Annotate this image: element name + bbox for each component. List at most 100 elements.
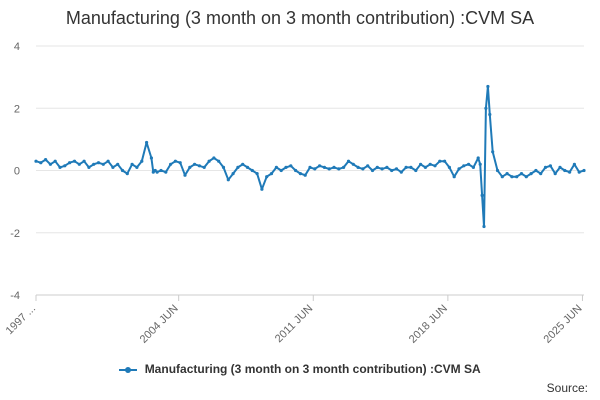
data-point[interactable]: [462, 164, 466, 168]
data-point[interactable]: [164, 170, 168, 174]
data-point[interactable]: [120, 168, 125, 173]
data-point[interactable]: [155, 170, 159, 174]
data-point[interactable]: [96, 161, 101, 165]
data-point[interactable]: [486, 84, 490, 89]
data-point[interactable]: [140, 159, 144, 163]
data-point[interactable]: [390, 168, 394, 173]
data-point[interactable]: [217, 159, 221, 163]
data-point[interactable]: [399, 170, 403, 174]
data-point[interactable]: [149, 156, 153, 160]
data-point[interactable]: [274, 165, 278, 169]
data-point[interactable]: [419, 162, 423, 166]
data-point[interactable]: [245, 165, 250, 169]
data-point[interactable]: [428, 162, 432, 166]
data-point[interactable]: [241, 162, 245, 166]
data-point[interactable]: [433, 164, 437, 168]
data-point[interactable]: [101, 162, 105, 166]
data-point[interactable]: [63, 164, 67, 168]
data-point[interactable]: [447, 165, 451, 169]
data-point[interactable]: [524, 175, 528, 179]
data-point[interactable]: [202, 165, 206, 169]
series-line[interactable]: [35, 85, 585, 228]
data-point[interactable]: [125, 172, 129, 176]
data-point[interactable]: [480, 193, 484, 197]
data-point[interactable]: [284, 165, 288, 169]
data-point[interactable]: [72, 159, 77, 163]
data-point[interactable]: [48, 162, 53, 166]
data-point[interactable]: [519, 172, 524, 176]
data-point[interactable]: [478, 162, 482, 166]
data-point[interactable]: [482, 224, 486, 229]
data-point[interactable]: [87, 165, 91, 169]
data-point[interactable]: [572, 162, 577, 166]
data-point[interactable]: [193, 162, 197, 166]
data-point[interactable]: [414, 168, 418, 173]
data-point[interactable]: [370, 168, 375, 173]
data-point[interactable]: [173, 159, 177, 163]
data-point[interactable]: [342, 165, 346, 169]
data-point[interactable]: [318, 164, 322, 168]
data-point[interactable]: [279, 168, 283, 173]
data-point[interactable]: [39, 161, 43, 165]
data-point[interactable]: [130, 162, 134, 166]
data-point[interactable]: [308, 165, 312, 169]
data-point[interactable]: [484, 106, 488, 110]
data-point[interactable]: [491, 150, 495, 154]
data-point[interactable]: [500, 175, 504, 179]
data-point[interactable]: [250, 168, 254, 173]
data-point[interactable]: [529, 172, 533, 176]
data-point[interactable]: [92, 162, 96, 166]
data-point[interactable]: [332, 165, 336, 169]
data-point[interactable]: [515, 175, 519, 179]
data-point[interactable]: [568, 170, 572, 174]
data-point[interactable]: [582, 168, 586, 173]
data-point[interactable]: [404, 165, 408, 169]
data-point[interactable]: [226, 178, 230, 182]
data-point[interactable]: [255, 172, 259, 176]
data-point[interactable]: [510, 175, 514, 179]
data-point[interactable]: [356, 165, 360, 169]
data-point[interactable]: [44, 158, 48, 162]
data-point[interactable]: [409, 165, 413, 169]
data-point[interactable]: [269, 172, 274, 176]
data-point[interactable]: [539, 172, 543, 176]
data-point[interactable]: [188, 165, 192, 169]
data-point[interactable]: [212, 156, 216, 160]
legend[interactable]: Manufacturing (3 month on 3 month contri…: [0, 362, 600, 376]
data-point[interactable]: [443, 159, 447, 163]
data-point[interactable]: [53, 159, 57, 163]
data-point[interactable]: [577, 170, 581, 174]
data-point[interactable]: [366, 164, 370, 168]
data-point[interactable]: [488, 112, 492, 117]
data-point[interactable]: [553, 172, 557, 176]
data-point[interactable]: [337, 167, 341, 171]
data-point[interactable]: [327, 167, 331, 171]
data-point[interactable]: [380, 167, 384, 171]
data-point[interactable]: [34, 159, 38, 163]
data-point[interactable]: [313, 167, 317, 171]
data-point[interactable]: [303, 173, 307, 177]
data-point[interactable]: [294, 168, 298, 173]
data-point[interactable]: [236, 165, 240, 169]
data-point[interactable]: [322, 165, 326, 169]
data-point[interactable]: [58, 165, 62, 169]
data-point[interactable]: [106, 159, 110, 163]
data-point[interactable]: [207, 159, 211, 163]
data-point[interactable]: [385, 165, 389, 169]
data-point[interactable]: [183, 173, 187, 177]
data-point[interactable]: [563, 168, 567, 173]
data-point[interactable]: [495, 168, 500, 173]
data-point[interactable]: [471, 165, 475, 169]
data-point[interactable]: [298, 172, 302, 176]
data-point[interactable]: [346, 159, 351, 163]
data-point[interactable]: [197, 164, 201, 168]
data-point[interactable]: [260, 187, 264, 191]
data-point[interactable]: [169, 162, 173, 166]
data-point[interactable]: [534, 168, 538, 173]
data-point[interactable]: [543, 165, 548, 169]
data-point[interactable]: [111, 165, 115, 169]
data-point[interactable]: [159, 168, 163, 173]
data-point[interactable]: [82, 159, 86, 163]
data-point[interactable]: [375, 165, 379, 169]
data-point[interactable]: [145, 140, 149, 145]
